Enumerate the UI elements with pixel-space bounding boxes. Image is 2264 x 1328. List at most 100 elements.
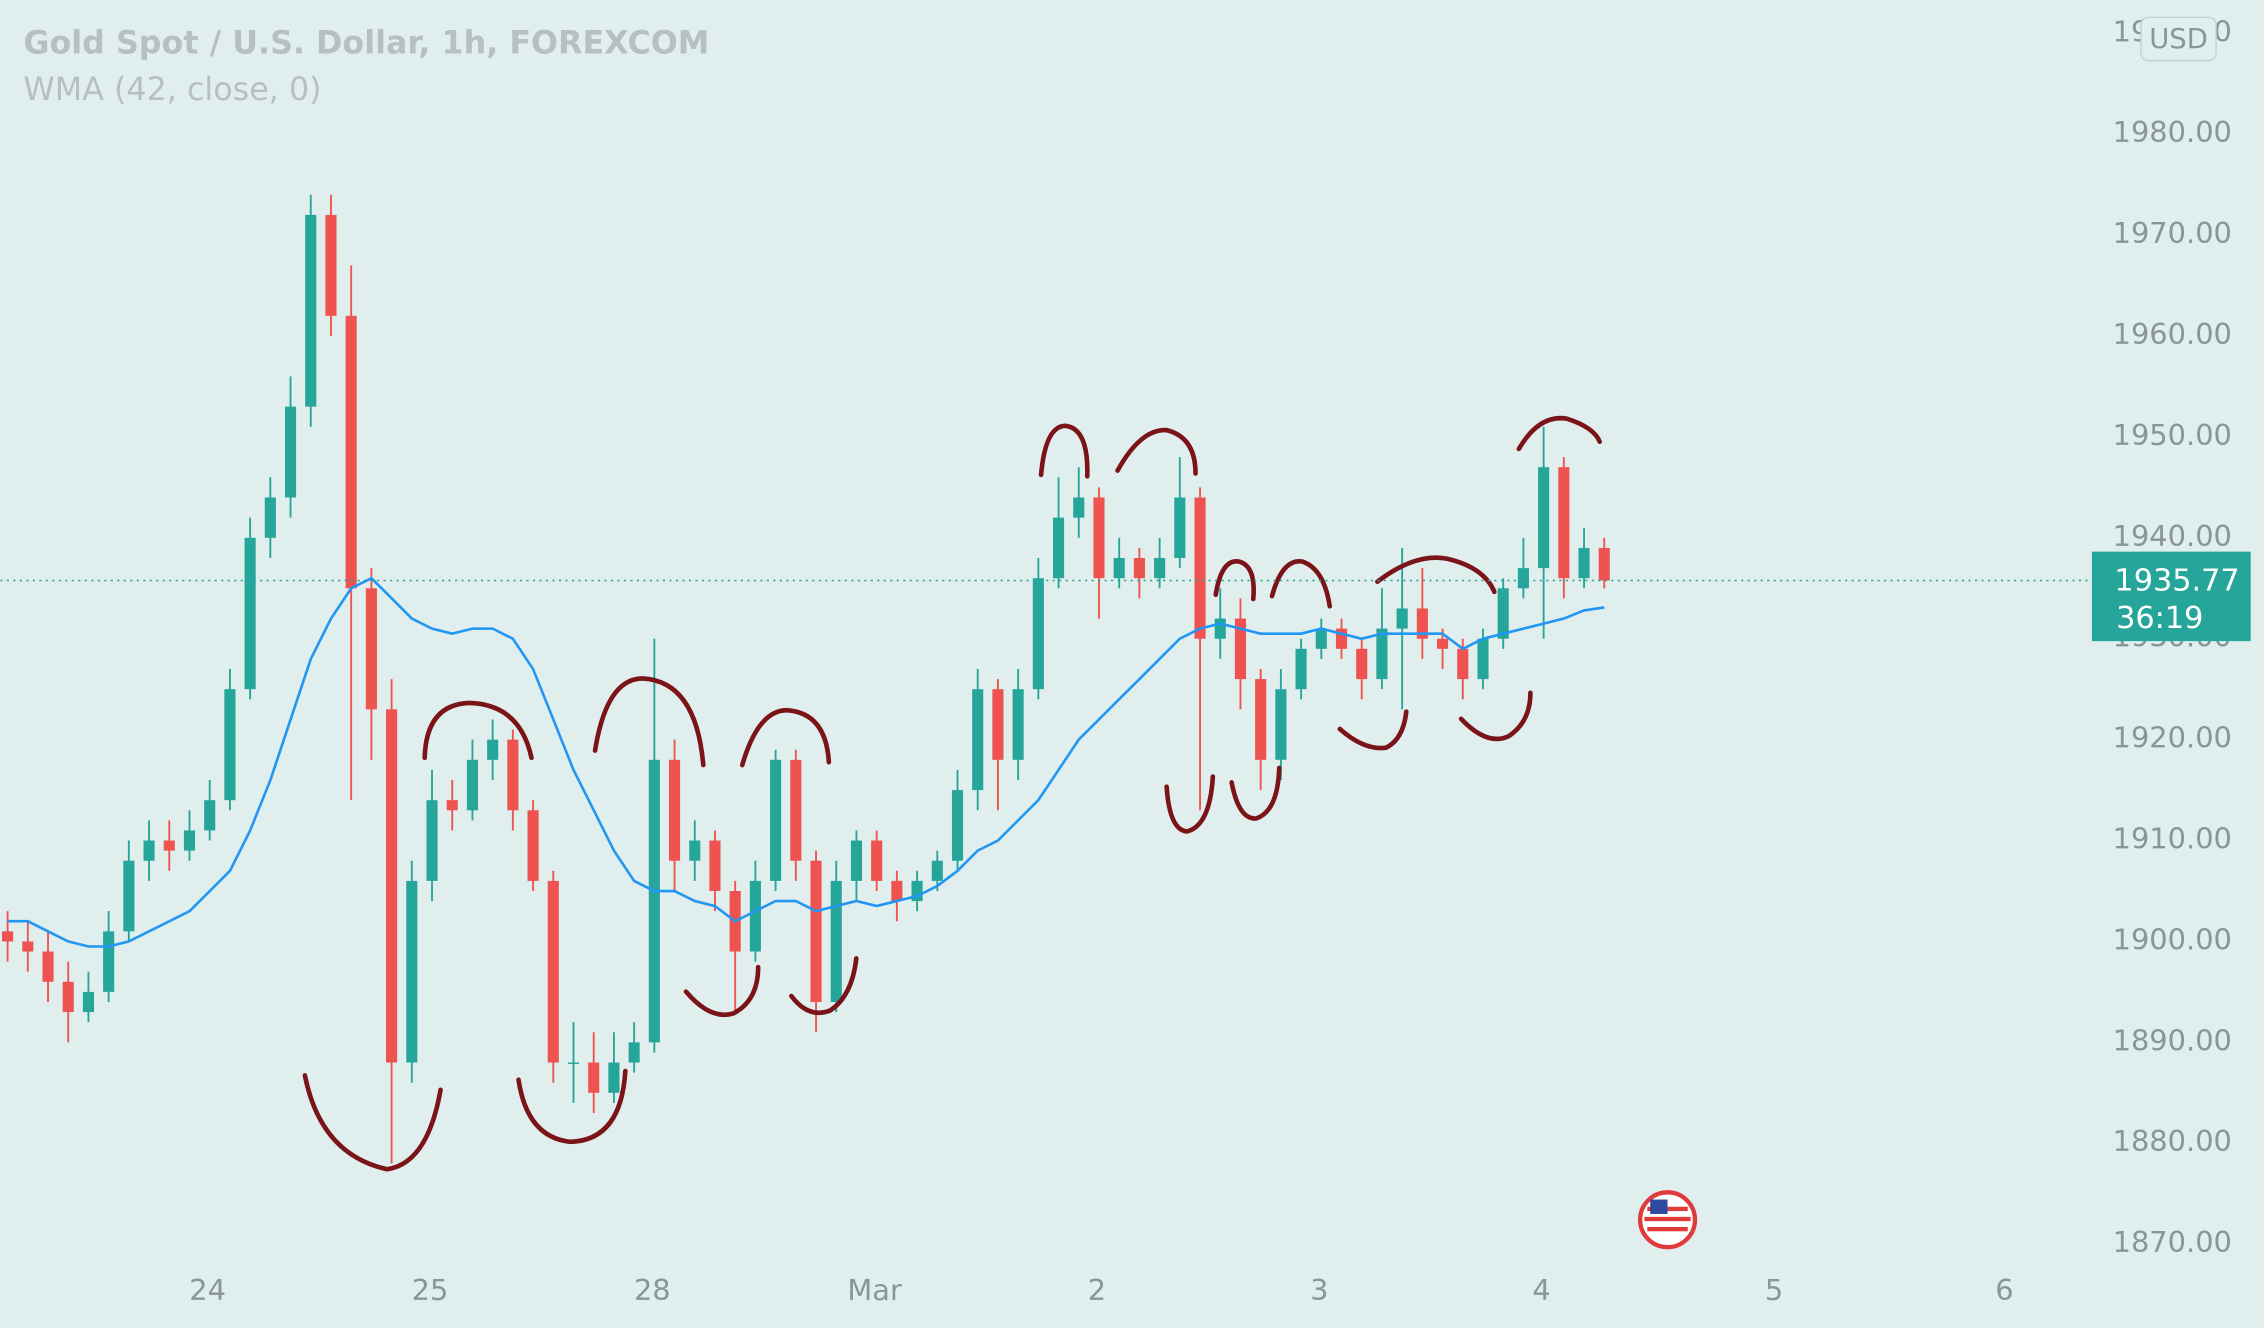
candle-body [365,588,377,710]
last-price-label: 1935.77 [2114,563,2239,598]
x-tick-label: 28 [634,1273,671,1307]
candle-body [103,931,115,992]
candle-body [709,840,721,891]
y-tick-label: 1960.00 [2113,317,2232,351]
candle-body [972,689,984,791]
candle-body [487,739,499,760]
candle-body [2,931,14,942]
candle-body [770,759,782,881]
flag-icon[interactable] [1637,1190,1698,1250]
candle-body [1275,689,1287,760]
candle-body [284,406,297,498]
candle-body [1437,638,1449,649]
candle-body [1052,517,1065,579]
y-tick-label: 1890.00 [2113,1023,2232,1057]
candle-body [1133,558,1145,579]
candle-body [1477,638,1489,680]
annotation-arc [1269,559,1333,609]
candle-body [305,214,317,407]
candle-body [567,1062,580,1064]
candle-body [1295,648,1307,690]
annotation-arc [422,700,534,761]
candle-body [689,840,701,861]
flag-stripe [1644,1216,1691,1222]
candle-body [951,790,964,861]
candle-body [1356,648,1368,680]
candle-body [911,880,923,902]
candle-body [163,840,175,851]
annotation-arc [1337,709,1409,751]
currency-box[interactable] [2140,16,2217,62]
candle-body [931,860,943,881]
candle-body [1517,568,1529,589]
x-tick-label: Mar [847,1273,902,1307]
candle-body [547,880,559,1063]
candle-body [1234,618,1247,680]
candle-body [1598,547,1610,581]
candle-body [1538,467,1550,569]
candle-body [992,689,1004,760]
candle-body [446,800,458,811]
candle-body [871,840,883,881]
annotation-arc [683,964,761,1017]
wma-line [7,576,1605,948]
y-tick-label: 1920.00 [2113,721,2232,755]
candle-body [1497,588,1509,639]
annotation-arc [302,1073,443,1172]
x-tick-label: 24 [189,1273,226,1307]
candle-body [648,759,660,1043]
candle-body [1558,467,1570,579]
annotation-arc [1375,555,1497,595]
candle-body [1032,578,1044,690]
y-tick-label: 1940.00 [2113,519,2232,553]
annotation-arc [516,1068,628,1145]
annotation-arc [1458,690,1533,742]
candle-body [22,941,34,952]
plot-area [2,194,1610,1164]
annotation-arc [1164,774,1216,834]
candle-body [1315,628,1327,649]
candle-body [466,759,478,811]
candle-body [1255,679,1267,760]
candle-body [749,880,761,952]
y-tick-label: 1900.00 [2113,922,2232,956]
x-tick-label: 6 [1995,1273,2013,1307]
flag-stripe [1647,1226,1688,1232]
indicator-label: WMA (42, close, 0) [23,72,321,108]
y-tick-label: 1880.00 [2113,1124,2232,1158]
candle-body [1376,628,1388,680]
candle-body [386,709,398,1063]
last-price-box [2091,551,2251,642]
candle-body [82,991,94,1013]
candle-body [123,860,135,932]
candle-body [1457,648,1469,680]
candle-body [1416,608,1428,639]
candle-body [668,759,681,861]
y-tick-label: 1870.00 [2113,1225,2232,1259]
candle-body [264,497,276,538]
candle-body [1335,628,1348,649]
currency-label[interactable]: USD [2149,24,2208,55]
y-tick-label: 1970.00 [2113,216,2232,250]
candle-body [1174,497,1186,559]
candle-body [1154,558,1166,579]
candle-body [42,951,54,982]
x-tick-label: 2 [1088,1273,1106,1307]
annotation-arc [1229,765,1282,821]
candle-body [143,840,155,861]
candle-body [224,689,236,801]
candle-body [406,880,418,1063]
candle-body [1113,558,1125,579]
candle-body [628,1042,640,1063]
candle-body [1396,608,1408,629]
candle-body [183,830,196,851]
countdown-label: 36:19 [2116,601,2203,636]
candle-body [588,1062,600,1093]
annotation-arc [739,707,832,768]
annotation-arc [592,676,706,768]
annotation-arc [1115,427,1198,476]
candle-body [810,860,822,1002]
